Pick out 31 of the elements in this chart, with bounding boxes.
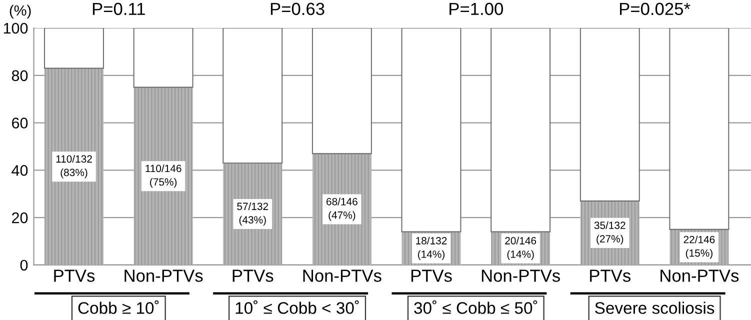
x-tick-label: Non-PTVs xyxy=(482,270,560,282)
x-tick-label: PTVs xyxy=(232,270,274,282)
data-label: 35/132 (27%) xyxy=(594,221,626,245)
data-label: 22/146 (15%) xyxy=(684,236,715,259)
text: P=1.00 xyxy=(450,2,503,16)
y-tick-label: 0 xyxy=(20,260,28,271)
text: P=0.11 xyxy=(92,2,145,16)
data-label: 18/132 (14%) xyxy=(416,236,447,260)
x-tick-label: PTVs xyxy=(411,270,452,282)
text: 10˚ ≤ Cobb < 30˚ xyxy=(236,300,359,314)
y-tick-label: 20 xyxy=(12,212,28,224)
x-tick-label: Non-PTVs xyxy=(124,270,203,282)
y-tick-label: 100 xyxy=(4,22,28,34)
data-label: 20/146 (14%) xyxy=(505,236,536,260)
text: Severe scoliosis xyxy=(595,302,714,314)
y-tick-label: 80 xyxy=(12,70,28,82)
x-tick-label: Non-PTVs xyxy=(660,270,739,282)
data-label: 57/132 (43%) xyxy=(237,202,268,226)
data-label: 68/146 (47%) xyxy=(326,198,358,221)
text: P=0.025* xyxy=(620,2,690,16)
text: P=0.63 xyxy=(270,2,324,16)
x-tick-label: PTVs xyxy=(54,270,95,282)
text: Cobb ≥ 10˚ xyxy=(78,300,159,314)
y-tick-label: 60 xyxy=(12,118,28,128)
data-label: 110/132 (83%) xyxy=(56,155,92,178)
y-axis-title: (%) xyxy=(10,4,31,19)
y-tick-label: 40 xyxy=(12,165,28,176)
text: 30˚ ≤ Cobb ≤ 50˚ xyxy=(414,300,538,314)
x-tick-label: PTVs xyxy=(590,270,630,282)
data-label: 110/146 (75%) xyxy=(146,164,182,188)
x-tick-label: Non-PTVs xyxy=(303,270,382,282)
